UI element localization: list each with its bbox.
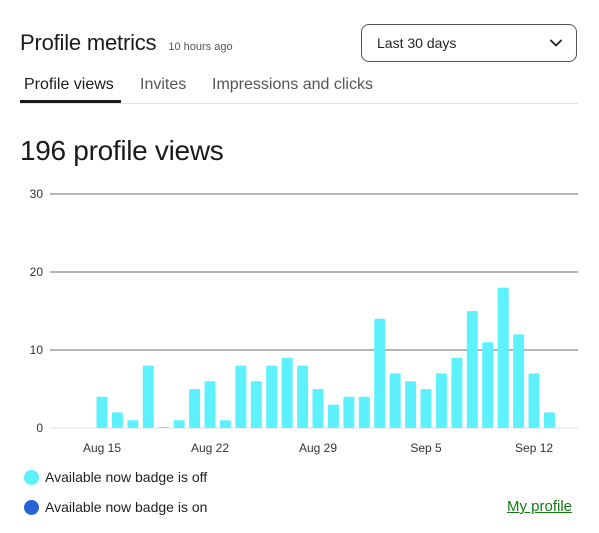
bar[interactable] <box>158 427 170 428</box>
date-range-select[interactable]: Last 30 days <box>361 24 577 62</box>
tab-invites[interactable]: Invites <box>140 76 187 93</box>
bar[interactable] <box>374 318 386 428</box>
bar[interactable] <box>528 373 540 428</box>
bar[interactable] <box>435 373 447 428</box>
y-tick-label: 30 <box>30 187 44 201</box>
tab-impressions-and-clicks[interactable]: Impressions and clicks <box>212 76 373 93</box>
x-tick-label: Aug 15 <box>83 441 121 455</box>
bar[interactable] <box>281 357 293 428</box>
updated-timestamp: 10 hours ago <box>168 41 233 53</box>
bar[interactable] <box>204 381 216 428</box>
bar[interactable] <box>466 311 478 428</box>
x-tick-label: Sep 5 <box>410 441 442 455</box>
bar[interactable] <box>451 357 463 428</box>
x-tick-label: Sep 12 <box>515 441 553 455</box>
metrics-tabs: Profile views Invites Impressions and cl… <box>20 76 578 104</box>
y-tick-label: 0 <box>36 421 43 435</box>
bar[interactable] <box>405 381 417 428</box>
legend-swatch-badge-on <box>24 499 39 515</box>
bar[interactable] <box>96 396 108 428</box>
bar[interactable] <box>358 396 370 428</box>
y-tick-label: 20 <box>30 265 44 279</box>
bar[interactable] <box>482 342 494 428</box>
profile-views-chart: 0 10 20 30 Aug 15 Aug 22 Aug 29 Sep 5 Sep 12 <box>30 187 578 455</box>
bar[interactable] <box>127 420 139 428</box>
total-profile-views: 196 profile views <box>20 135 224 166</box>
page-title: Profile metrics <box>20 30 157 55</box>
bar[interactable] <box>312 389 324 428</box>
bar[interactable] <box>266 365 278 428</box>
bar[interactable] <box>420 389 432 428</box>
bar[interactable] <box>327 404 339 428</box>
x-tick-label: Aug 22 <box>191 441 229 455</box>
bar[interactable] <box>189 389 201 428</box>
bar[interactable] <box>543 412 555 428</box>
bar[interactable] <box>497 287 509 428</box>
bar[interactable] <box>235 365 247 428</box>
bar[interactable] <box>142 365 154 428</box>
bar[interactable] <box>250 381 262 428</box>
bar[interactable] <box>343 396 355 428</box>
bar[interactable] <box>389 373 401 428</box>
y-tick-label: 10 <box>30 343 44 357</box>
my-profile-link[interactable]: My profile <box>507 498 573 515</box>
header: Profile metrics 10 hours ago <box>20 30 233 56</box>
bar[interactable] <box>513 334 525 428</box>
tab-profile-views[interactable]: Profile views <box>24 76 114 93</box>
bar[interactable] <box>173 420 185 428</box>
date-range-value: Last 30 days <box>377 35 457 51</box>
bar[interactable] <box>219 420 231 428</box>
legend-label-badge-on: Available now badge is on <box>45 499 208 515</box>
legend-swatch-badge-off <box>24 469 39 485</box>
active-tab-indicator <box>20 100 121 103</box>
x-tick-label: Aug 29 <box>299 441 337 455</box>
legend-label-badge-off: Available now badge is off <box>45 469 208 485</box>
chevron-down-icon <box>548 35 564 51</box>
bar[interactable] <box>111 412 123 428</box>
legend-item-badge-on: Available now badge is on <box>24 499 207 515</box>
bar[interactable] <box>297 365 309 428</box>
legend-item-badge-off: Available now badge is off <box>24 469 207 485</box>
